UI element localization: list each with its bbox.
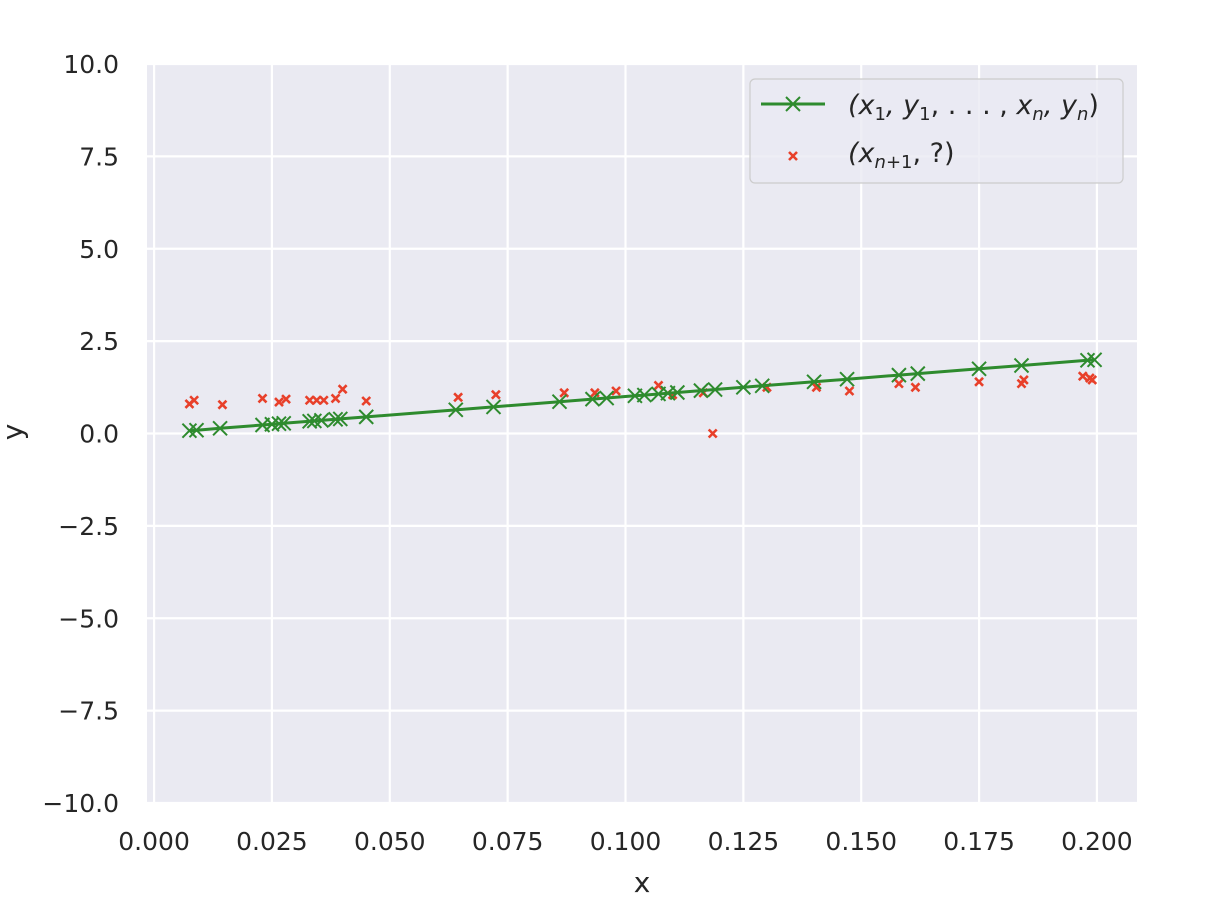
data-point: [891, 367, 907, 383]
predicted-point: [894, 378, 904, 389]
tick-labels: 0.000 0.025 0.050 0.075 0.100 0.125 0.150 0.175…: [42, 50, 1132, 856]
data-point: [971, 361, 987, 377]
data-point: [551, 394, 568, 410]
predicted-point: [257, 393, 268, 404]
x-axis-label: x: [634, 866, 651, 899]
data-point: [448, 402, 464, 418]
predicted-point: [337, 384, 348, 395]
series-layer: [181, 352, 1103, 439]
y-tick-label: −2.5: [58, 512, 119, 541]
data-point: [693, 382, 709, 399]
data-point: [327, 411, 344, 427]
predicted-point: [318, 395, 329, 406]
predicted-point: [974, 376, 984, 387]
x-tick-label: 0.150: [825, 827, 897, 856]
predicted-point: [490, 389, 501, 400]
x-tick-label: 0.025: [236, 827, 308, 856]
x-tick-label: 0.200: [1061, 827, 1133, 856]
data-point: [332, 411, 348, 427]
data-point: [669, 384, 686, 401]
data-point: [754, 378, 770, 394]
x-tick-label: 0.075: [472, 827, 544, 856]
predicted-point: [1077, 371, 1088, 382]
y-tick-label: −7.5: [58, 697, 119, 726]
data-point: [181, 423, 198, 439]
legend-label-series-1: (x1, y1, . . . , xn, yn): [848, 90, 1099, 125]
legend-marker-cross: [785, 96, 801, 112]
legend-marker-small-cross: [788, 151, 798, 161]
predicted-point: [281, 394, 291, 405]
y-tick-label: 10.0: [63, 50, 119, 79]
y-tick-label: 5.0: [79, 235, 119, 264]
predicted-point: [1018, 375, 1029, 385]
predicted-point: [274, 397, 284, 408]
predicted-point: [844, 386, 855, 396]
predicted-point: [611, 386, 621, 396]
data-point: [1086, 352, 1103, 368]
legend: (x1, y1, . . . , xn, yn) (xn+1, ?): [749, 78, 1124, 184]
data-point: [1079, 352, 1096, 369]
predicted-point: [707, 428, 718, 439]
x-tick-label: 0.125: [708, 827, 780, 856]
y-tick-label: 2.5: [79, 327, 119, 356]
predicted-point: [910, 382, 921, 393]
predicted-point: [811, 382, 822, 393]
x-tick-label: 0.175: [943, 827, 1015, 856]
data-point: [806, 374, 822, 390]
legend-box: [749, 78, 1124, 184]
x-tick-label: 0.050: [354, 827, 426, 856]
predicted-point: [217, 399, 228, 410]
data-point: [358, 409, 374, 425]
data-point: [735, 379, 752, 396]
data-point: [212, 420, 228, 437]
x-tick-label: 0.100: [590, 827, 662, 856]
predicted-point: [653, 380, 664, 391]
y-tick-label: 0.0: [79, 420, 119, 449]
legend-small-cross: [788, 151, 798, 161]
x-tick-label: 0.000: [118, 827, 190, 856]
y-tick-label: −10.0: [42, 789, 119, 818]
data-point: [1013, 357, 1030, 374]
data-point: [264, 416, 280, 432]
data-point: [707, 381, 723, 398]
y-tick-label: −5.0: [58, 604, 119, 633]
y-tick-label: 7.5: [79, 142, 119, 171]
predicted-point: [361, 396, 372, 406]
data-point: [276, 415, 292, 432]
data-point: [306, 413, 323, 429]
data-point: [301, 413, 318, 430]
predicted-point: [330, 393, 341, 404]
data-point: [598, 390, 615, 406]
data-point: [839, 371, 855, 387]
predicted-point: [453, 392, 464, 403]
legend-cross: [785, 96, 801, 112]
data-point: [584, 391, 601, 407]
predicted-point: [1087, 375, 1098, 385]
data-point: [910, 365, 926, 382]
data-point: [485, 399, 502, 415]
data-point: [271, 416, 287, 432]
y-axis-label: y: [0, 424, 29, 441]
predicted-point: [189, 395, 200, 406]
data-point: [636, 387, 653, 403]
data-point: [313, 412, 330, 429]
data-point: [188, 422, 205, 438]
